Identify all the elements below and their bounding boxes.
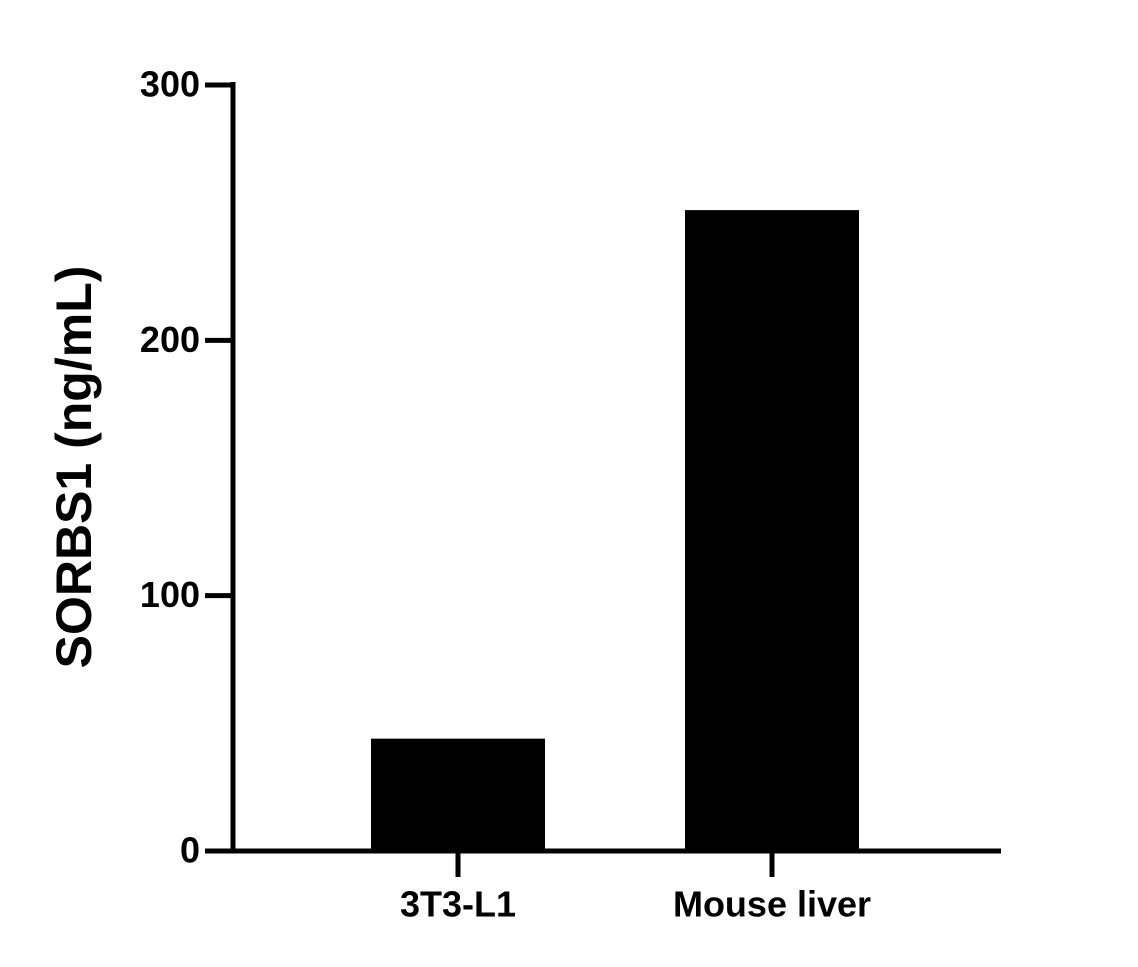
y-tick-label: 100 — [140, 574, 200, 615]
y-tick-label: 300 — [140, 64, 200, 105]
bar — [371, 738, 545, 851]
x-tick-label: 3T3-L1 — [400, 884, 516, 925]
y-axis-label: SORBS1 (ng/mL) — [46, 266, 102, 669]
y-tick-label: 200 — [140, 319, 200, 360]
x-tick-label: Mouse liver — [673, 884, 871, 925]
y-tick-label: 0 — [180, 830, 200, 871]
bar — [685, 210, 859, 851]
